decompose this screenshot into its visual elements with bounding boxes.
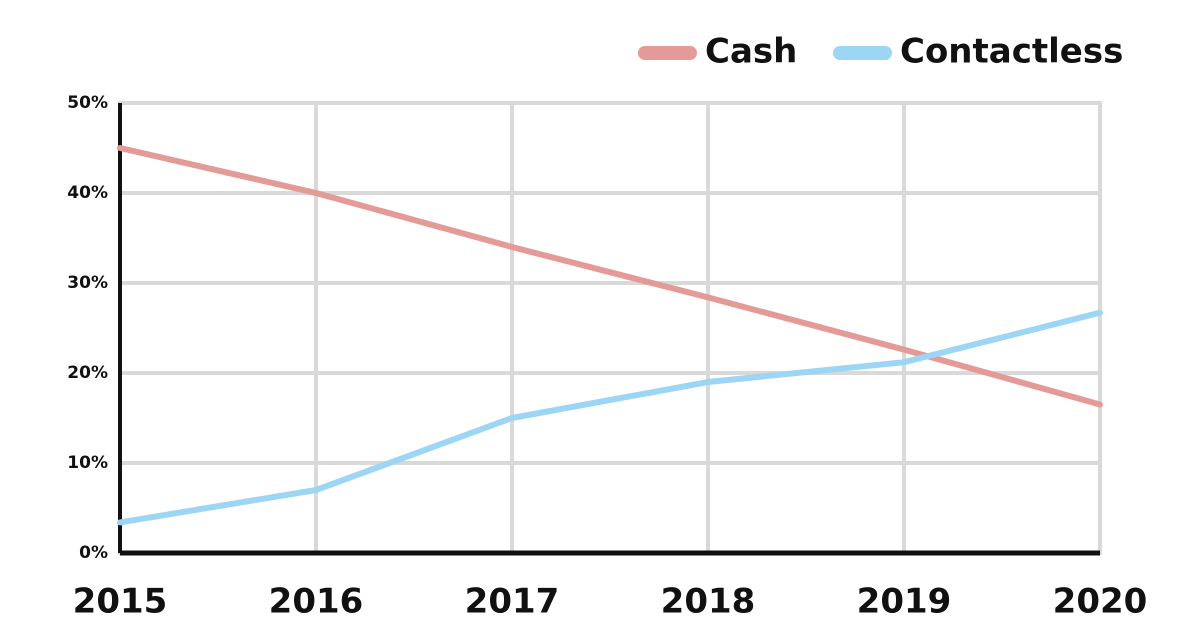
y-tick-label: 20% (67, 363, 108, 383)
data-line (117, 145, 1103, 408)
data-line (117, 309, 1103, 526)
x-tick-label: 2020 (1053, 582, 1148, 622)
y-tick-label: 30% (67, 273, 108, 293)
x-tick-label: 2015 (73, 582, 168, 622)
y-tick-label: 50% (67, 93, 108, 113)
legend-label: Cash (705, 32, 797, 72)
x-tick-label: 2019 (857, 582, 952, 622)
x-tick-label: 2018 (661, 582, 756, 622)
y-tick-label: 10% (67, 453, 108, 473)
legend-label: Contactless (900, 32, 1123, 72)
y-tick-label: 0% (79, 543, 108, 563)
y-tick-label: 40% (67, 183, 108, 203)
x-tick-label: 2017 (465, 582, 560, 622)
x-tick-label: 2016 (269, 582, 364, 622)
